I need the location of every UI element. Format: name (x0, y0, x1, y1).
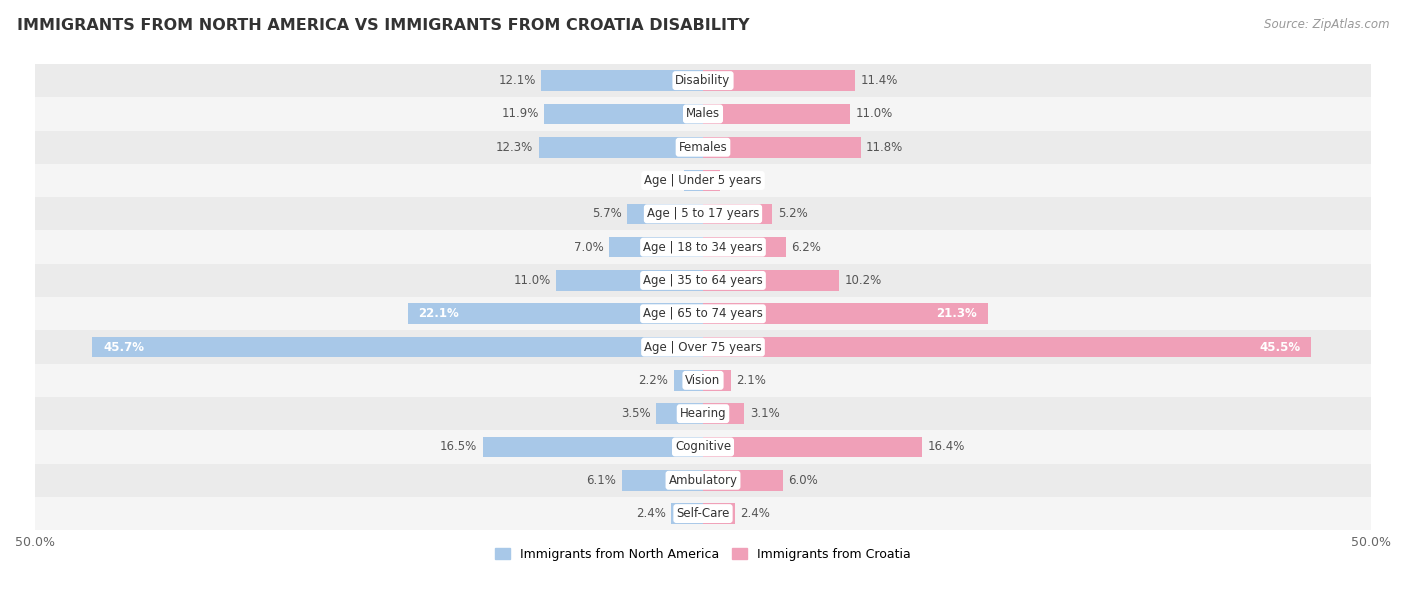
Bar (482, 436, 703, 457)
Bar (703, 503, 735, 524)
Bar (703, 403, 744, 424)
Text: 3.1%: 3.1% (749, 407, 779, 420)
Text: 11.8%: 11.8% (866, 141, 903, 154)
Bar (538, 137, 703, 157)
Text: 3.5%: 3.5% (621, 407, 651, 420)
Text: 2.4%: 2.4% (741, 507, 770, 520)
Bar (703, 337, 1310, 357)
Text: Hearing: Hearing (679, 407, 727, 420)
Text: 11.0%: 11.0% (513, 274, 551, 287)
Bar (703, 304, 987, 324)
Text: 1.3%: 1.3% (725, 174, 755, 187)
Text: Age | 35 to 64 years: Age | 35 to 64 years (643, 274, 763, 287)
Bar (35, 97, 1371, 130)
Bar (703, 237, 786, 258)
Bar (685, 170, 703, 191)
Bar (35, 64, 1371, 97)
Legend: Immigrants from North America, Immigrants from Croatia: Immigrants from North America, Immigrant… (491, 543, 915, 566)
Text: IMMIGRANTS FROM NORTH AMERICA VS IMMIGRANTS FROM CROATIA DISABILITY: IMMIGRANTS FROM NORTH AMERICA VS IMMIGRA… (17, 18, 749, 34)
Bar (35, 264, 1371, 297)
Text: 45.7%: 45.7% (103, 340, 145, 354)
Text: 2.2%: 2.2% (638, 374, 668, 387)
Bar (35, 231, 1371, 264)
Text: 7.0%: 7.0% (575, 241, 605, 253)
Text: Age | Over 75 years: Age | Over 75 years (644, 340, 762, 354)
Bar (544, 103, 703, 124)
Text: Age | 5 to 17 years: Age | 5 to 17 years (647, 207, 759, 220)
Text: 12.1%: 12.1% (499, 74, 536, 87)
Text: 11.0%: 11.0% (855, 108, 893, 121)
Text: Females: Females (679, 141, 727, 154)
Bar (555, 270, 703, 291)
Bar (657, 403, 703, 424)
Bar (703, 270, 839, 291)
Bar (35, 364, 1371, 397)
Bar (671, 503, 703, 524)
Text: 6.1%: 6.1% (586, 474, 616, 487)
Bar (609, 237, 703, 258)
Bar (703, 204, 772, 224)
Text: 5.7%: 5.7% (592, 207, 621, 220)
Text: Vision: Vision (685, 374, 721, 387)
Text: 45.5%: 45.5% (1258, 340, 1301, 354)
Bar (673, 370, 703, 390)
Text: 2.1%: 2.1% (737, 374, 766, 387)
Text: Source: ZipAtlas.com: Source: ZipAtlas.com (1264, 18, 1389, 31)
Bar (35, 397, 1371, 430)
Text: 12.3%: 12.3% (496, 141, 533, 154)
Bar (35, 130, 1371, 164)
Bar (541, 70, 703, 91)
Bar (703, 137, 860, 157)
Text: Males: Males (686, 108, 720, 121)
Text: Cognitive: Cognitive (675, 441, 731, 453)
Text: 5.2%: 5.2% (778, 207, 807, 220)
Bar (35, 497, 1371, 530)
Bar (627, 204, 703, 224)
Bar (35, 464, 1371, 497)
Text: Disability: Disability (675, 74, 731, 87)
Bar (93, 337, 703, 357)
Text: Age | Under 5 years: Age | Under 5 years (644, 174, 762, 187)
Text: Age | 65 to 74 years: Age | 65 to 74 years (643, 307, 763, 320)
Text: Ambulatory: Ambulatory (668, 474, 738, 487)
Text: 11.9%: 11.9% (502, 108, 538, 121)
Text: 16.5%: 16.5% (440, 441, 477, 453)
Bar (408, 304, 703, 324)
Text: 6.2%: 6.2% (792, 241, 821, 253)
Bar (703, 436, 922, 457)
Bar (35, 164, 1371, 197)
Text: 22.1%: 22.1% (419, 307, 460, 320)
Bar (621, 470, 703, 491)
Bar (703, 470, 783, 491)
Text: Self-Care: Self-Care (676, 507, 730, 520)
Bar (703, 70, 855, 91)
Text: 21.3%: 21.3% (936, 307, 977, 320)
Bar (703, 103, 851, 124)
Bar (35, 430, 1371, 464)
Bar (703, 370, 731, 390)
Text: 10.2%: 10.2% (845, 274, 882, 287)
Text: 1.4%: 1.4% (650, 174, 679, 187)
Bar (35, 297, 1371, 330)
Text: 11.4%: 11.4% (860, 74, 898, 87)
Text: Age | 18 to 34 years: Age | 18 to 34 years (643, 241, 763, 253)
Bar (35, 330, 1371, 364)
Text: 6.0%: 6.0% (789, 474, 818, 487)
Text: 16.4%: 16.4% (928, 441, 965, 453)
Bar (35, 197, 1371, 231)
Text: 2.4%: 2.4% (636, 507, 665, 520)
Bar (703, 170, 720, 191)
